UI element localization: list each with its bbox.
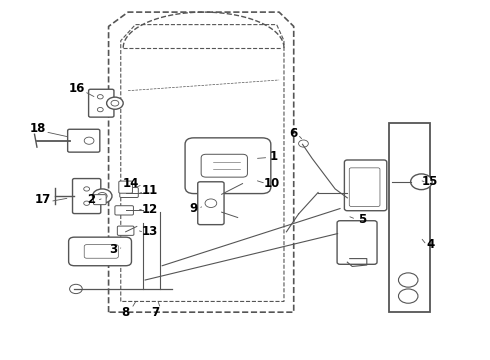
FancyBboxPatch shape xyxy=(389,123,430,312)
Text: 6: 6 xyxy=(290,127,298,140)
Circle shape xyxy=(398,273,418,287)
FancyBboxPatch shape xyxy=(198,182,224,225)
Text: 3: 3 xyxy=(109,243,118,256)
FancyBboxPatch shape xyxy=(349,168,380,206)
FancyBboxPatch shape xyxy=(119,181,132,193)
Circle shape xyxy=(107,97,123,109)
FancyBboxPatch shape xyxy=(185,138,271,194)
FancyBboxPatch shape xyxy=(120,188,138,198)
Circle shape xyxy=(98,95,103,99)
Circle shape xyxy=(84,137,94,144)
Circle shape xyxy=(70,284,82,294)
FancyBboxPatch shape xyxy=(115,206,133,215)
Text: 1: 1 xyxy=(270,150,278,163)
FancyBboxPatch shape xyxy=(117,226,134,235)
Text: 4: 4 xyxy=(426,238,434,251)
Text: 5: 5 xyxy=(358,213,366,226)
FancyBboxPatch shape xyxy=(84,245,118,258)
Circle shape xyxy=(98,193,107,200)
FancyBboxPatch shape xyxy=(89,89,114,117)
Text: 15: 15 xyxy=(422,175,439,188)
FancyBboxPatch shape xyxy=(201,154,247,177)
Text: 12: 12 xyxy=(142,203,158,216)
Circle shape xyxy=(205,199,217,207)
Text: 18: 18 xyxy=(30,122,46,135)
Circle shape xyxy=(111,100,119,106)
FancyBboxPatch shape xyxy=(68,129,100,152)
Circle shape xyxy=(411,174,432,190)
Text: 2: 2 xyxy=(87,193,96,206)
FancyBboxPatch shape xyxy=(344,160,387,211)
Circle shape xyxy=(84,187,90,191)
Circle shape xyxy=(298,140,308,147)
Text: 16: 16 xyxy=(69,82,85,95)
Text: 10: 10 xyxy=(264,177,280,190)
Text: 8: 8 xyxy=(122,306,130,319)
Text: 17: 17 xyxy=(35,193,51,206)
Text: 11: 11 xyxy=(142,184,158,197)
FancyBboxPatch shape xyxy=(337,221,377,264)
Circle shape xyxy=(93,189,112,203)
Text: 13: 13 xyxy=(142,225,158,238)
Circle shape xyxy=(98,108,103,112)
FancyBboxPatch shape xyxy=(73,179,101,213)
Circle shape xyxy=(84,201,90,205)
Circle shape xyxy=(398,289,418,303)
Text: 14: 14 xyxy=(122,177,139,190)
Text: 9: 9 xyxy=(190,202,198,215)
FancyBboxPatch shape xyxy=(69,237,131,266)
Text: 7: 7 xyxy=(151,306,159,319)
FancyBboxPatch shape xyxy=(94,195,106,204)
